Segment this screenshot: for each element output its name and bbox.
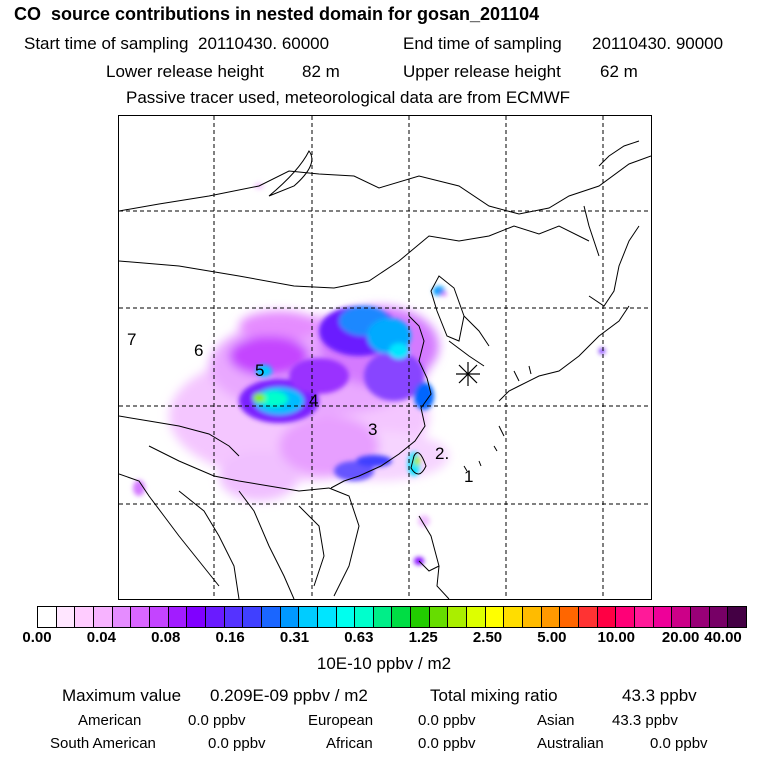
colorbar-segment: [597, 607, 617, 627]
colorbar-segment: [672, 607, 691, 627]
colorbar-tick-label: 0.04: [86, 629, 116, 646]
upper-height-value: 62 m: [600, 62, 638, 81]
african-label: African: [326, 735, 373, 752]
south-american-label: South American: [50, 735, 156, 752]
colorbar-segment: [38, 607, 57, 627]
colorbar-tick-label: 0.31: [279, 629, 310, 646]
colorbar-segment: [616, 607, 635, 627]
colorbar: [37, 606, 747, 628]
colorbar-segment: [653, 607, 673, 627]
colorbar-segment: [93, 607, 113, 627]
colorbar-segment: [187, 607, 206, 627]
colorbar-tick-label: 0.00: [22, 629, 52, 646]
colorbar-segment: [485, 607, 505, 627]
region-label-7: 7: [127, 330, 136, 349]
colorbar-segment: [728, 607, 746, 627]
colorbar-tick-label: 0.08: [151, 629, 181, 646]
region-label-5: 5: [255, 361, 264, 380]
american-label: American: [78, 712, 142, 729]
colorbar-segment: [224, 607, 244, 627]
colorbar-segment: [429, 607, 449, 627]
colorbar-segment: [392, 607, 412, 627]
colorbar-segment: [355, 607, 374, 627]
colorbar-segment: [75, 607, 94, 627]
total-mixing-value: 43.3 ppbv: [622, 686, 697, 705]
colorbar-segment: [523, 607, 542, 627]
colorbar-tick-label: 1.25: [408, 629, 438, 646]
region-label-3: 3: [368, 420, 377, 439]
colorbar-segment: [690, 607, 710, 627]
colorbar-segment: [504, 607, 524, 627]
plot-title: CO source contributions in nested domain…: [14, 4, 540, 24]
max-value: 0.209E-09 ppbv / m2: [210, 686, 368, 705]
colorbar-segment: [448, 607, 468, 627]
region-label-6: 6: [194, 341, 203, 360]
lat-lon-grid: [119, 116, 651, 599]
colorbar-segment: [560, 607, 580, 627]
colorbar-tick-label: 20.00: [661, 629, 700, 646]
colorbar-segment: [709, 607, 729, 627]
colorbar-segment: [317, 607, 337, 627]
start-value: 20110430. 60000: [198, 34, 330, 53]
colorbar-segment: [579, 607, 598, 627]
colorbar-segment: [205, 607, 225, 627]
american-value: 0.0 ppbv: [188, 712, 246, 729]
african-value: 0.0 ppbv: [418, 735, 476, 752]
colorbar-tick-label: 40.00: [704, 629, 742, 646]
colorbar-segment: [243, 607, 262, 627]
coastlines: [119, 140, 651, 599]
star-marker-icon: [456, 362, 480, 386]
colorbar-unit: 10E-10 ppbv / m2: [316, 654, 452, 673]
colorbar-segment: [280, 607, 300, 627]
colorbar-segment: [131, 607, 150, 627]
lower-height-value: 82 m: [302, 62, 340, 81]
colorbar-segment: [467, 607, 486, 627]
colorbar-segment: [149, 607, 169, 627]
australian-value: 0.0 ppbv: [650, 735, 708, 752]
european-value: 0.0 ppbv: [418, 712, 476, 729]
asian-value: 43.3 ppbv: [612, 712, 678, 729]
start-label: Start time of sampling: [24, 34, 189, 53]
colorbar-segment: [373, 607, 393, 627]
colorbar-segment: [112, 607, 132, 627]
colorbar-segment: [541, 607, 561, 627]
lower-height-label: Lower release height: [106, 62, 264, 81]
region-label-2: 2.: [435, 444, 449, 463]
upper-height-label: Upper release height: [403, 62, 561, 81]
total-mixing-label: Total mixing ratio: [430, 686, 558, 705]
australian-label: Australian: [537, 735, 604, 752]
region-label-4: 4: [309, 391, 318, 410]
south-american-value: 0.0 ppbv: [208, 735, 266, 752]
colorbar-segment: [635, 607, 654, 627]
colorbar-segment: [56, 607, 76, 627]
colorbar-tick-label: 5.00: [537, 629, 567, 646]
colorbar-tick-label: 10.00: [597, 629, 636, 646]
max-value-label: Maximum value: [62, 686, 182, 705]
colorbar-segment: [168, 607, 188, 627]
colorbar-segment: [299, 607, 318, 627]
tracer-note: Passive tracer used, meteorological data…: [126, 88, 571, 107]
colorbar-segment: [261, 607, 281, 627]
map-canvas: 7 6 5 4 3 2. 1: [119, 116, 651, 599]
asian-label: Asian: [537, 712, 575, 729]
colorbar-segment: [336, 607, 356, 627]
colorbar-segment: [411, 607, 430, 627]
end-label: End time of sampling: [403, 34, 562, 53]
map-panel: 7 6 5 4 3 2. 1: [118, 115, 652, 600]
european-label: European: [308, 712, 374, 729]
end-value: 20110430. 90000: [592, 34, 724, 53]
region-label-1: 1: [464, 467, 473, 486]
colorbar-tick-label: 2.50: [472, 629, 503, 646]
colorbar-tick-label: 0.16: [215, 629, 245, 646]
colorbar-tick-label: 0.63: [344, 629, 374, 646]
